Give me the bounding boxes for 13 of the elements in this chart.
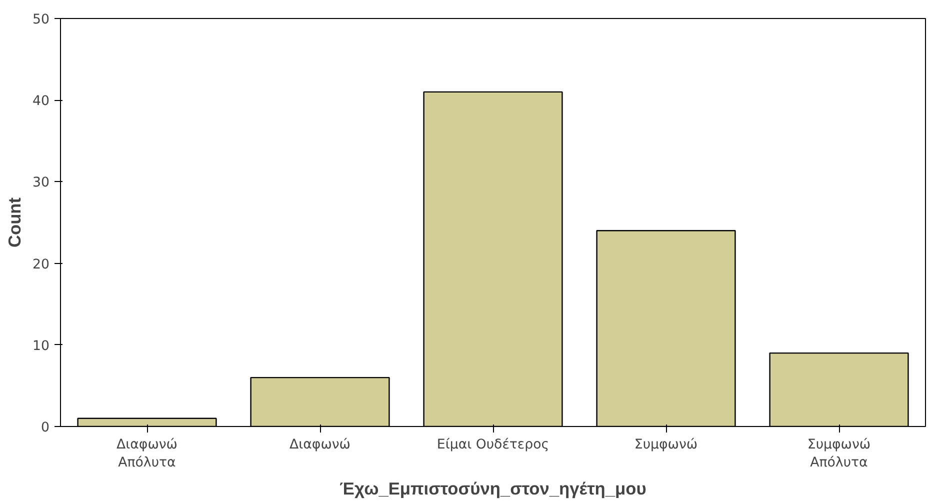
y-tick-label: 40 bbox=[32, 94, 50, 110]
y-tick-label: 0 bbox=[41, 420, 50, 436]
x-axis-title: Έχω_Εμπιστοσύνη_στον_ηγέτη_μου bbox=[340, 478, 646, 498]
x-tick-label: Διαφωνώ Απόλυτα bbox=[116, 438, 178, 470]
y-tick-label: 20 bbox=[32, 257, 50, 272]
y-tick-label: 10 bbox=[32, 338, 50, 354]
y-axis-title: Count bbox=[4, 197, 25, 248]
x-tick-label: Συμφωνώ Απόλυτα bbox=[807, 438, 871, 470]
x-tick-label: Διαφωνώ bbox=[290, 438, 350, 452]
x-tick-label: Είμαι Ουδέτερος bbox=[436, 438, 550, 452]
x-tick-label: Συμφωνώ bbox=[634, 438, 698, 452]
y-tick-label: 50 bbox=[32, 12, 50, 28]
y-tick-label: 30 bbox=[32, 176, 50, 191]
